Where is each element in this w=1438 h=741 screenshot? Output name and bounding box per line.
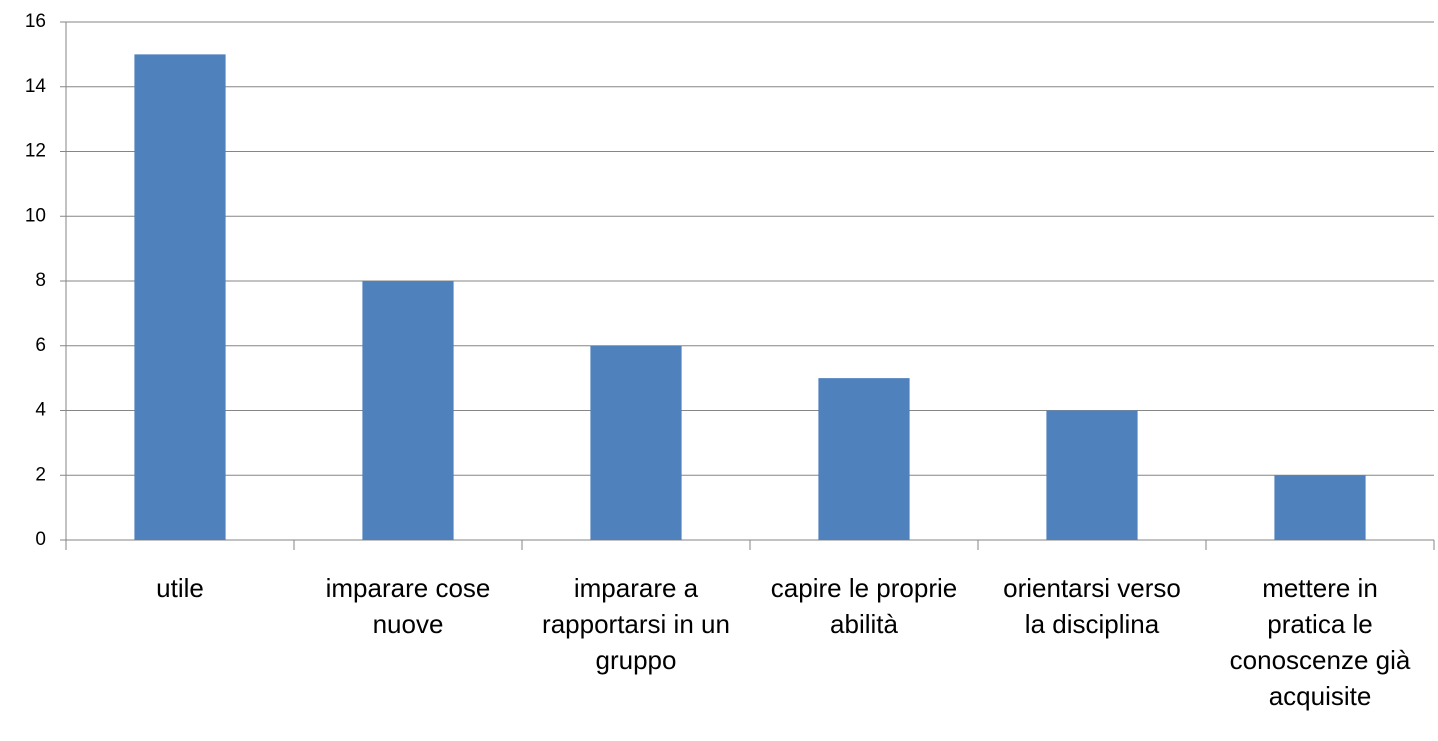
bar (134, 54, 226, 540)
x-tick-label: capire le proprie abilità (770, 573, 958, 639)
x-tick-label: imparare a rapportarsi in un gruppo (542, 573, 730, 675)
y-tick-label: 4 (35, 400, 46, 421)
x-tick-label: orientarsi verso la disciplina (1003, 573, 1181, 639)
bar (362, 281, 454, 540)
y-tick-label: 16 (25, 11, 46, 32)
bar (1046, 410, 1138, 540)
y-tick-label: 0 (35, 529, 46, 550)
y-tick-label: 14 (25, 76, 47, 97)
y-tick-label: 10 (25, 205, 46, 226)
x-tick-label: mettere in pratica le conoscenze già acq… (1229, 573, 1411, 711)
y-tick-label: 6 (35, 335, 46, 356)
bar (590, 345, 682, 540)
x-tick-label: imparare cose nuove (325, 573, 491, 639)
y-tick-label: 2 (35, 464, 46, 485)
bar (818, 378, 910, 540)
y-tick-label: 8 (35, 270, 46, 291)
y-tick-label: 12 (25, 141, 46, 162)
x-tick-label: utile (156, 573, 204, 603)
bar (1274, 475, 1366, 540)
